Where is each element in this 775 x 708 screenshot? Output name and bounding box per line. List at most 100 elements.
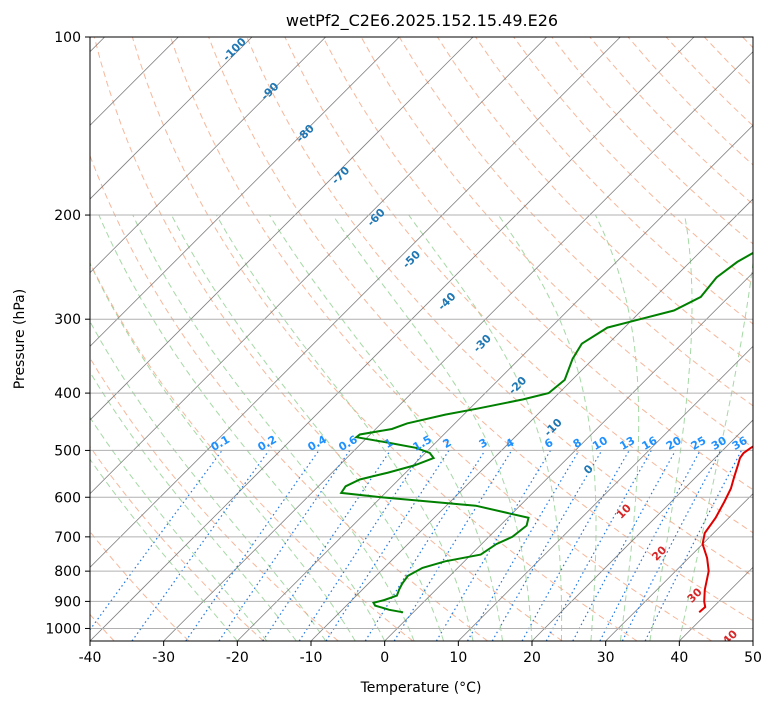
mixing-ratio-line xyxy=(298,450,425,641)
mixing-ratio-line xyxy=(521,450,630,641)
dry-adiabat xyxy=(246,37,753,577)
isotherm xyxy=(90,37,547,495)
dry-adiabat-label: 40 xyxy=(720,627,740,647)
dry-adiabat xyxy=(589,37,753,205)
moist-adiabat xyxy=(90,416,268,641)
x-tick-label: 0 xyxy=(380,650,389,666)
isotherm xyxy=(90,37,695,641)
x-tick-label: -40 xyxy=(79,650,102,666)
mixing-ratio-label: 2 xyxy=(441,436,454,451)
y-tick-label: 800 xyxy=(54,564,81,580)
dry-adiabats xyxy=(90,37,753,641)
dry-adiabat xyxy=(170,37,712,641)
dry-adiabat xyxy=(90,261,414,641)
dry-adiabat xyxy=(322,37,753,491)
dry-adiabat-label: -50 xyxy=(400,248,423,271)
x-tick-label: 50 xyxy=(744,650,762,666)
y-tick-label: 200 xyxy=(54,208,81,224)
isotherm xyxy=(90,37,400,347)
mixing-ratio-line xyxy=(185,450,320,641)
isotherm xyxy=(90,37,621,568)
moist-adiabat xyxy=(132,214,415,641)
dry-adiabat-label: -30 xyxy=(471,332,494,355)
dry-adiabat-label: -40 xyxy=(435,290,458,313)
moist-adiabat xyxy=(678,258,753,641)
y-tick-label: 900 xyxy=(54,594,81,610)
dry-adiabat xyxy=(284,37,753,534)
moist-adiabat xyxy=(90,262,356,641)
isotherm xyxy=(90,37,474,421)
x-tick-label: 40 xyxy=(670,650,688,666)
y-axis: 100 200 300 400 500 600 700 800 900 1000 xyxy=(45,30,90,637)
sounding-traces xyxy=(339,251,753,614)
isotherm xyxy=(384,272,753,641)
dry-adiabat xyxy=(131,37,638,641)
mixing-ratio-line xyxy=(90,450,223,631)
x-axis-label: Temperature (°C) xyxy=(360,680,482,696)
y-tick-label: 700 xyxy=(54,530,81,546)
moist-adiabat xyxy=(171,214,445,641)
mixing-ratio-line xyxy=(466,450,580,641)
dry-adiabat xyxy=(208,37,753,622)
dry-adiabat-label: -10 xyxy=(542,416,565,439)
mixing-ratio-line xyxy=(599,450,701,641)
dry-adiabat xyxy=(93,37,563,641)
isotherm xyxy=(531,419,753,641)
sounding-trace xyxy=(339,251,753,614)
x-tick-label: -10 xyxy=(300,650,323,666)
moist-adiabat xyxy=(332,214,533,641)
y-tick-label: 500 xyxy=(54,443,81,459)
mixing-ratio-line xyxy=(131,450,270,641)
dry-adiabat xyxy=(665,37,753,127)
mixing-ratio-lines xyxy=(90,450,743,641)
y-axis-label: Pressure (hPa) xyxy=(12,289,28,389)
mixing-ratio-line xyxy=(435,450,552,641)
moist-adiabat xyxy=(649,214,693,641)
moist-adiabat xyxy=(90,320,327,641)
moist-adiabat xyxy=(408,214,563,641)
y-tick-label: 1000 xyxy=(45,621,81,637)
moist-adiabat xyxy=(215,214,474,641)
chart-title: wetPf2_C2E6.2025.152.15.49.E26 xyxy=(286,11,558,31)
mixing-ratio-line xyxy=(364,450,486,641)
moist-adiabat xyxy=(268,214,503,641)
moist-adiabat xyxy=(497,214,597,641)
dry-adiabat-label: -60 xyxy=(365,206,388,229)
dry-adiabat xyxy=(703,37,753,88)
isotherm xyxy=(458,345,753,641)
x-tick-label: 20 xyxy=(523,650,541,666)
y-tick-label: 300 xyxy=(54,312,81,328)
moist-adiabat xyxy=(90,371,297,641)
mixing-ratio-line xyxy=(545,450,652,641)
isotherm xyxy=(679,566,753,641)
y-tick-label: 600 xyxy=(54,490,81,506)
mixing-ratio-line xyxy=(262,450,391,641)
dry-adiabat xyxy=(513,37,753,285)
isotherm xyxy=(90,37,326,274)
isotherms xyxy=(90,37,753,641)
isotherm xyxy=(752,640,753,641)
moist-adiabat xyxy=(98,214,386,641)
moist-adiabat xyxy=(594,214,640,641)
mixing-ratio-label: 4 xyxy=(503,436,516,451)
dry-adiabat xyxy=(90,357,339,641)
x-axis: -40 -30 -20 -10 0 10 20 30 40 50 xyxy=(79,641,762,666)
dry-adiabat-label: 10 xyxy=(614,501,634,521)
dry-adiabat xyxy=(90,530,190,641)
x-tick-label: 30 xyxy=(597,650,615,666)
isotherm xyxy=(163,51,753,641)
isotherm xyxy=(237,124,753,641)
plot-area: 0.1 0.2 0.4 0.6 1 1.5 2 3 4 6 8 10 13 16 20 25 30 36-100-… xyxy=(90,37,753,647)
mixing-ratio-line xyxy=(644,450,743,641)
isobar-gridlines xyxy=(90,37,753,629)
y-tick-label: 100 xyxy=(54,30,81,46)
plot-frame xyxy=(89,36,754,642)
moist-adiabat xyxy=(90,458,238,641)
mixing-ratio-line xyxy=(572,450,677,641)
dry-adiabat-label: -70 xyxy=(329,164,352,187)
x-tick-label: 10 xyxy=(449,650,467,666)
dry-adiabat xyxy=(90,154,488,641)
x-tick-label: -30 xyxy=(152,650,175,666)
isotherm xyxy=(90,37,253,200)
mixing-ratio-line xyxy=(218,450,351,641)
